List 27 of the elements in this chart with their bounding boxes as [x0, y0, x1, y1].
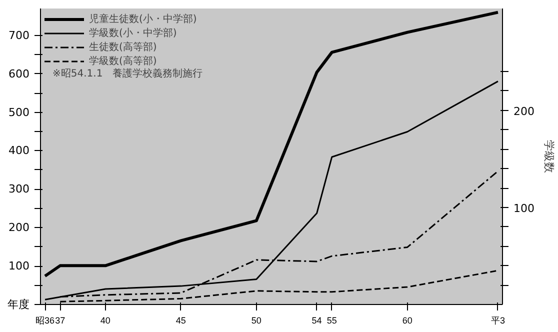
line-series: [44, 10, 500, 278]
y2-tick-label: 200: [514, 104, 534, 118]
y2-tick-label: 100: [514, 202, 534, 215]
x-tick-label: 45: [176, 316, 186, 326]
y-tick-label: 年度: [8, 298, 30, 311]
x-tick-label: 37: [55, 316, 66, 326]
y-tick-label: 300: [8, 182, 30, 196]
y-tick-label: 200: [8, 221, 30, 234]
y-tick-label: 500: [8, 106, 30, 119]
x-tick-label: 平3: [490, 316, 505, 326]
y-tick-label: 400: [8, 144, 30, 158]
x-tick-label: 昭36: [36, 316, 55, 326]
y-tick-label: 100: [8, 260, 30, 273]
x-tick-label: 50: [251, 316, 262, 326]
legend-label: 学級数(小・中学部): [89, 26, 177, 40]
legend-label: 生徒数(高等部): [89, 40, 157, 54]
y-tick-label: 700: [8, 28, 30, 42]
legend-label: 学級数(高等部): [89, 54, 157, 68]
x-tick-label: 60: [402, 316, 412, 326]
y-tick-label: 600: [8, 67, 30, 80]
legend-label: 児童生徒数(小・中学部): [89, 12, 197, 26]
line-series: [44, 80, 499, 300]
x-tick-label: 55: [326, 316, 337, 326]
annotation: ※昭54.1.1 養護学校義務制施行: [52, 68, 203, 80]
x-tick-label: 40: [100, 316, 110, 326]
y2-axis-title: 学級数: [542, 140, 556, 173]
x-tick-label: 54: [312, 316, 322, 326]
